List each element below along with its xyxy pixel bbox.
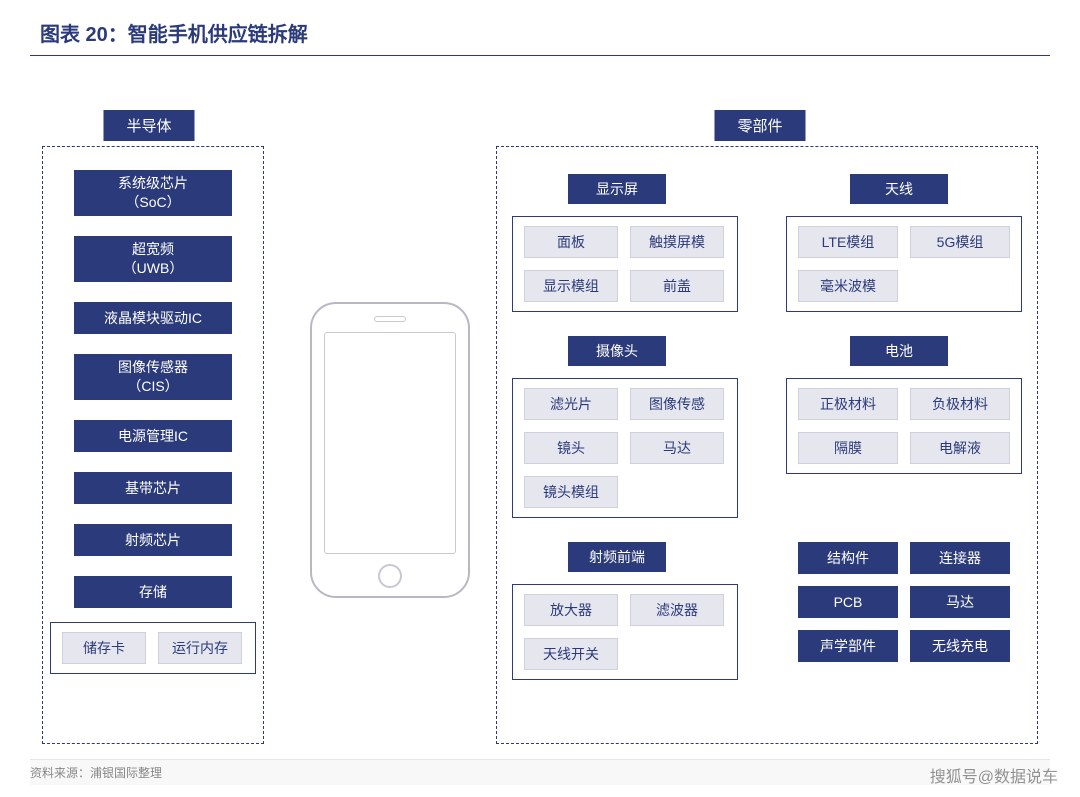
rffe-item-filter: 滤波器 bbox=[630, 594, 724, 626]
camera-item-lens-module: 镜头模组 bbox=[524, 476, 618, 508]
sub-antenna-header: 天线 bbox=[850, 174, 948, 204]
camera-item-motor: 马达 bbox=[630, 432, 724, 464]
standalone-acoustic: 声学部件 bbox=[798, 630, 898, 662]
left-header: 半导体 bbox=[103, 110, 194, 141]
sub-battery-header: 电池 bbox=[850, 336, 948, 366]
semi-item-storage: 存储 bbox=[74, 576, 232, 608]
rffe-item-pa: 放大器 bbox=[524, 594, 618, 626]
phone-screen bbox=[324, 332, 456, 554]
right-header: 零部件 bbox=[714, 110, 805, 141]
antenna-item-lte: LTE模组 bbox=[798, 226, 898, 258]
semi-item-soc: 系统级芯片 （SoC） bbox=[74, 170, 232, 216]
battery-item-anode: 负极材料 bbox=[910, 388, 1010, 420]
semi-light-sdcard: 储存卡 bbox=[62, 632, 146, 664]
display-item-touch: 触摸屏模 bbox=[630, 226, 724, 258]
diagram-canvas: 半导体 系统级芯片 （SoC） 超宽频 （UWB） 液晶模块驱动IC 图像传感器… bbox=[30, 74, 1050, 774]
battery-item-cathode: 正极材料 bbox=[798, 388, 898, 420]
semi-item-cis: 图像传感器 （CIS） bbox=[74, 354, 232, 400]
figure-title: 图表 20：智能手机供应链拆解 bbox=[0, 0, 1080, 55]
standalone-connector: 连接器 bbox=[910, 542, 1010, 574]
camera-item-filter: 滤光片 bbox=[524, 388, 618, 420]
phone-speaker bbox=[374, 316, 406, 322]
camera-item-sensor: 图像传感 bbox=[630, 388, 724, 420]
sub-display-header: 显示屏 bbox=[568, 174, 666, 204]
antenna-item-5g: 5G模组 bbox=[910, 226, 1010, 258]
battery-item-separator: 隔膜 bbox=[798, 432, 898, 464]
rffe-item-switch: 天线开关 bbox=[524, 638, 618, 670]
footer-source: 资料来源：浦银国际整理 bbox=[30, 759, 1050, 785]
semi-item-pmic: 电源管理IC bbox=[74, 420, 232, 452]
standalone-pcb: PCB bbox=[798, 586, 898, 618]
semi-item-lcd-ic: 液晶模块驱动IC bbox=[74, 302, 232, 334]
title-underline bbox=[30, 55, 1050, 56]
phone-outline bbox=[310, 302, 470, 598]
semi-item-uwb: 超宽频 （UWB） bbox=[74, 236, 232, 282]
display-item-module: 显示模组 bbox=[524, 270, 618, 302]
standalone-structure: 结构件 bbox=[798, 542, 898, 574]
camera-item-lens: 镜头 bbox=[524, 432, 618, 464]
display-item-panel: 面板 bbox=[524, 226, 618, 258]
phone-home-button bbox=[378, 564, 402, 588]
display-item-cover: 前盖 bbox=[630, 270, 724, 302]
standalone-wireless-charge: 无线充电 bbox=[910, 630, 1010, 662]
watermark: 搜狐号@数据说车 bbox=[930, 763, 1058, 787]
standalone-motor: 马达 bbox=[910, 586, 1010, 618]
antenna-item-mmwave: 毫米波模 bbox=[798, 270, 898, 302]
semi-item-baseband: 基带芯片 bbox=[74, 472, 232, 504]
sub-camera-header: 摄像头 bbox=[568, 336, 666, 366]
sub-rffe-header: 射频前端 bbox=[568, 542, 666, 572]
battery-item-electrolyte: 电解液 bbox=[910, 432, 1010, 464]
semi-light-ram: 运行内存 bbox=[158, 632, 242, 664]
semi-item-rf: 射频芯片 bbox=[74, 524, 232, 556]
